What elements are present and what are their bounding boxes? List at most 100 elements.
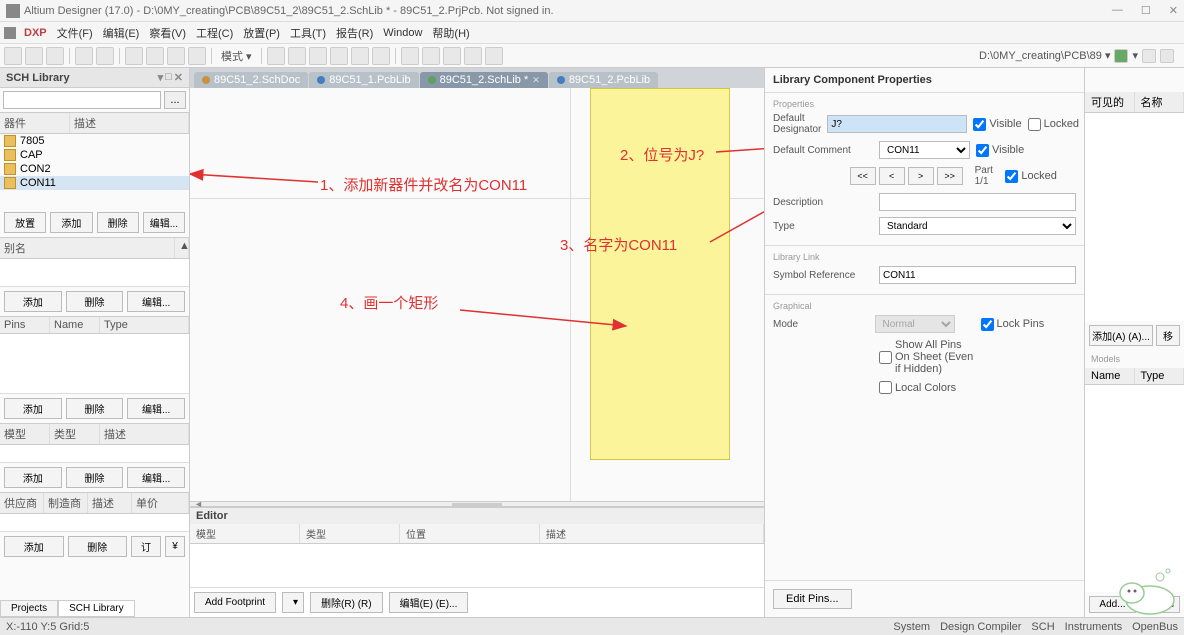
tool-btn[interactable]: [288, 47, 306, 65]
pin-icon[interactable]: [1160, 49, 1174, 63]
delete-button[interactable]: 删除: [66, 291, 124, 312]
add-footprint-button[interactable]: Add Footprint: [194, 592, 276, 613]
tool-btn[interactable]: [401, 47, 419, 65]
tool-btn[interactable]: [96, 47, 114, 65]
delete-button[interactable]: 删除: [68, 536, 128, 557]
dropdown-button[interactable]: ▾: [282, 592, 304, 613]
tab[interactable]: 89C51_1.PcbLib: [309, 72, 418, 88]
search-input[interactable]: [3, 91, 161, 109]
tool-btn[interactable]: [372, 47, 390, 65]
splitter[interactable]: ◄: [190, 501, 764, 507]
close-icon[interactable]: ✕: [532, 75, 540, 86]
status-item[interactable]: SCH: [1031, 621, 1054, 633]
last-button[interactable]: >>: [937, 167, 963, 185]
tool-btn[interactable]: [25, 47, 43, 65]
locked-checkbox[interactable]: [1028, 118, 1041, 131]
add-button[interactable]: 添加: [4, 536, 64, 557]
tab[interactable]: 89C51_2.SchLib *✕: [420, 72, 548, 88]
pin-icon[interactable]: ▾: [158, 71, 164, 84]
locked-checkbox[interactable]: [1005, 170, 1018, 183]
symref-input[interactable]: [879, 266, 1076, 284]
next-button[interactable]: >: [908, 167, 934, 185]
order-button[interactable]: 订: [131, 536, 161, 557]
status-item[interactable]: Design Compiler: [940, 621, 1021, 633]
minimize-icon[interactable]: —: [1112, 4, 1123, 17]
edit-button[interactable]: 编辑...: [127, 467, 185, 488]
dock-icon[interactable]: □: [165, 71, 172, 84]
tool-btn[interactable]: [267, 47, 285, 65]
menu-file[interactable]: 文件(F): [53, 23, 97, 43]
tool-btn[interactable]: [309, 47, 327, 65]
edit-button[interactable]: 编辑...: [127, 398, 185, 419]
menu-place[interactable]: 放置(P): [239, 23, 284, 43]
localcolors-checkbox[interactable]: [879, 381, 892, 394]
type-select[interactable]: Standard: [879, 217, 1076, 235]
tool-btn[interactable]: [464, 47, 482, 65]
menu-edit[interactable]: 编辑(E): [99, 23, 144, 43]
tool-btn[interactable]: [75, 47, 93, 65]
status-item[interactable]: Instruments: [1065, 621, 1122, 633]
lockpins-checkbox[interactable]: [981, 318, 994, 331]
close-icon[interactable]: ✕: [174, 71, 183, 84]
list-item[interactable]: CAP: [0, 148, 189, 162]
menu-help[interactable]: 帮助(H): [428, 23, 473, 43]
delete-button[interactable]: 删除: [66, 467, 124, 488]
tool-btn[interactable]: [167, 47, 185, 65]
search-browse-button[interactable]: ...: [164, 91, 186, 109]
tool-btn[interactable]: [443, 47, 461, 65]
status-item[interactable]: OpenBus: [1132, 621, 1178, 633]
maximize-icon[interactable]: ☐: [1141, 4, 1151, 17]
place-button[interactable]: 放置: [4, 212, 46, 233]
edit-button[interactable]: 编辑(E) (E)...: [389, 592, 469, 613]
add-button[interactable]: 添加: [4, 398, 62, 419]
list-item[interactable]: 7805: [0, 134, 189, 148]
designator-input[interactable]: [827, 115, 967, 133]
tool-btn[interactable]: [485, 47, 503, 65]
edit-button[interactable]: 编辑...: [143, 212, 185, 233]
add-button[interactable]: 添加(A) (A)...: [1089, 325, 1153, 346]
menu-view[interactable]: 察看(V): [145, 23, 190, 43]
tool-btn[interactable]: [330, 47, 348, 65]
menu-dxp[interactable]: DXP: [20, 25, 51, 41]
status-item[interactable]: System: [893, 621, 930, 633]
tool-btn[interactable]: [4, 47, 22, 65]
visible-checkbox[interactable]: [976, 144, 989, 157]
add-button[interactable]: 添加: [4, 467, 62, 488]
tool-btn[interactable]: [125, 47, 143, 65]
tab-schlib[interactable]: SCH Library: [58, 600, 134, 617]
edit-pins-button[interactable]: Edit Pins...: [773, 589, 852, 609]
tool-btn[interactable]: [188, 47, 206, 65]
schematic-canvas[interactable]: 1、添加新器件并改名为CON11 2、位号为J? 3、名字为CON11 4、画一…: [190, 88, 764, 501]
tab-projects[interactable]: Projects: [0, 600, 58, 617]
tab[interactable]: 89C51_2.PcbLib: [549, 72, 658, 88]
comment-select[interactable]: CON11: [879, 141, 970, 159]
description-input[interactable]: [879, 193, 1076, 211]
add-button[interactable]: 添加: [4, 291, 62, 312]
remove-button[interactable]: 移: [1156, 325, 1180, 346]
currency-button[interactable]: ¥: [165, 536, 185, 557]
delete-button[interactable]: 删除: [66, 398, 124, 419]
home-icon[interactable]: [1142, 49, 1156, 63]
list-item[interactable]: CON11: [0, 176, 189, 190]
edit-button[interactable]: 编辑...: [127, 291, 185, 312]
menu-report[interactable]: 报告(R): [332, 23, 377, 43]
tool-btn[interactable]: [351, 47, 369, 65]
list-item[interactable]: CON2: [0, 162, 189, 176]
path-selector[interactable]: D:\0MY_creating\PCB\89 ▾ ▾: [973, 49, 1180, 63]
prev-button[interactable]: <: [879, 167, 905, 185]
tool-btn[interactable]: [146, 47, 164, 65]
delete-button[interactable]: 删除(R) (R): [310, 592, 383, 613]
mode-dropdown[interactable]: 模式 ▾: [217, 48, 256, 64]
showall-checkbox[interactable]: [879, 351, 892, 364]
menu-window[interactable]: Window: [379, 25, 426, 41]
tool-btn[interactable]: [46, 47, 64, 65]
visible-checkbox[interactable]: [973, 118, 986, 131]
tab[interactable]: 89C51_2.SchDoc: [194, 72, 308, 88]
tool-btn[interactable]: [422, 47, 440, 65]
add-button[interactable]: 添加: [50, 212, 92, 233]
menu-project[interactable]: 工程(C): [192, 23, 237, 43]
delete-button[interactable]: 删除: [97, 212, 139, 233]
menu-tool[interactable]: 工具(T): [286, 23, 330, 43]
close-icon[interactable]: ✕: [1169, 4, 1178, 17]
first-button[interactable]: <<: [850, 167, 876, 185]
